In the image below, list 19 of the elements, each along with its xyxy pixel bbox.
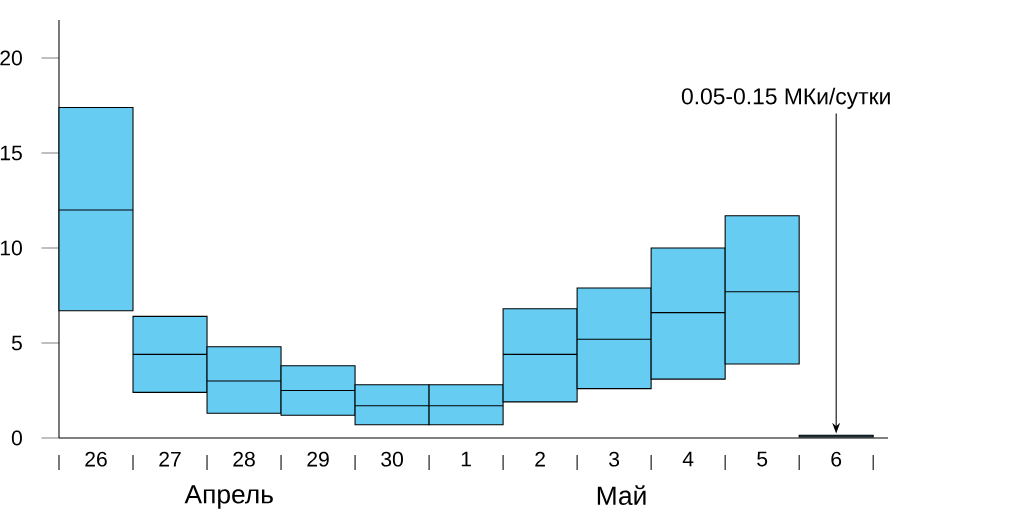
x-tick-label: 6 [831,451,842,467]
x-tick-label: 5 [757,451,768,467]
x-tick-label: 1 [461,451,471,467]
y-tick-label: 15 [0,145,22,161]
text: Май [597,485,646,506]
x-tick-label: 27 [159,451,181,467]
y-tick-label: 10 [0,240,22,256]
x-tick-label: 2 [535,451,545,467]
y-tick-label: 20 [0,50,22,66]
text: Апрель [184,485,273,509]
x-tick-label: 3 [609,451,620,467]
y-tick-label: 5 [11,335,22,351]
x-tick-label: 4 [682,451,694,467]
x-tick-label: 28 [233,451,255,467]
x-tick-label: 26 [85,451,107,467]
x-tick-label: 30 [381,451,403,467]
y-tick-label: 0 [11,430,22,446]
annotation: 0.05-0.15 МКи/сутки [681,87,890,109]
x-tick-label: 29 [307,451,329,467]
